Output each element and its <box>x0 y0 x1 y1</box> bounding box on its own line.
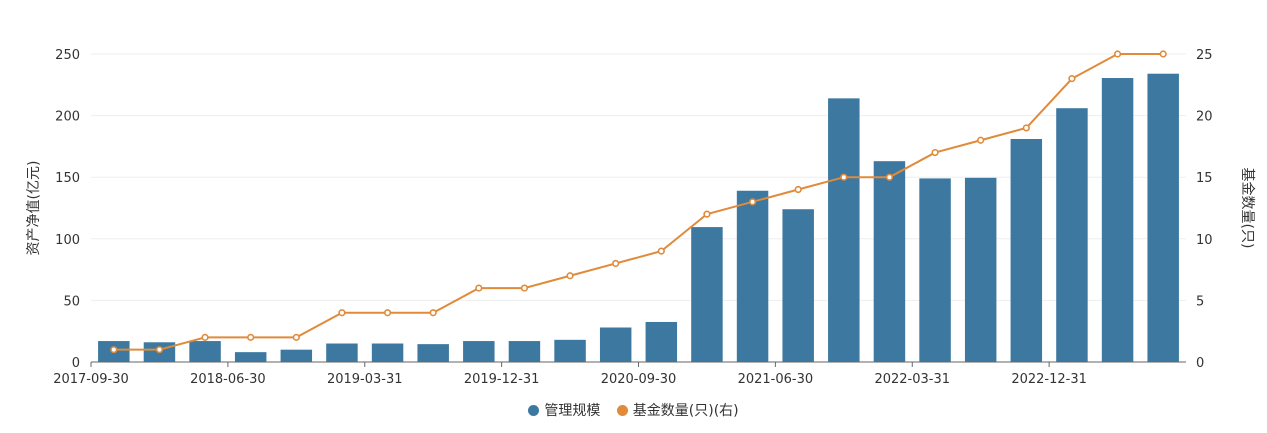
line-point <box>155 346 164 354</box>
line-point <box>748 198 757 206</box>
bar <box>645 321 678 362</box>
bar <box>189 341 221 362</box>
line-point <box>292 333 300 341</box>
bar <box>326 343 358 362</box>
y2-tick-label: 0 <box>1196 356 1204 371</box>
y2-tick-label: 5 <box>1196 294 1204 309</box>
line-point <box>703 210 711 218</box>
bar <box>691 227 723 362</box>
x-tick-label: 2022-12-31 <box>1011 372 1087 387</box>
y-tick-label: 200 <box>55 110 80 125</box>
line-point <box>1113 50 1122 58</box>
line-point <box>247 333 255 341</box>
x-tick-label: 2020-09-30 <box>601 372 677 387</box>
legend-label-bar: 管理规模 <box>544 403 601 419</box>
line-point <box>794 185 802 194</box>
bar <box>371 343 404 362</box>
line-point <box>1068 75 1076 83</box>
series-line <box>113 53 1164 351</box>
bar <box>828 98 860 363</box>
bar <box>599 327 632 362</box>
line-point <box>612 259 620 268</box>
line-point <box>657 247 665 255</box>
line-point <box>201 333 209 341</box>
axis-layer: 0 50 100 150 200 250 0 5 10 15 20 25 2017-09-30 2018-… <box>53 48 1212 387</box>
y-tick-label: 100 <box>55 233 80 248</box>
bar <box>1010 139 1043 362</box>
legend-item-bar[interactable]: 管理规模 <box>528 400 600 420</box>
y2-tick-label: 10 <box>1196 233 1213 248</box>
legend-swatch-bar <box>528 404 540 416</box>
line-point <box>977 136 985 144</box>
bar <box>463 341 495 362</box>
y-tick-label: 150 <box>55 171 80 186</box>
bar <box>1101 78 1134 363</box>
line-layer <box>110 50 1167 354</box>
line-point <box>1022 124 1030 132</box>
bar <box>234 352 267 362</box>
legend-item-line[interactable]: 基金数量(只)(右) <box>616 400 739 420</box>
bar <box>736 190 769 362</box>
y-axis-title: 资产净值(亿元) <box>26 161 42 256</box>
y-tick-label: 250 <box>55 48 80 63</box>
line-point <box>885 173 894 181</box>
line-point <box>931 148 939 157</box>
line-point <box>475 284 483 292</box>
y2-tick-label: 15 <box>1196 171 1213 186</box>
line-point <box>520 284 529 292</box>
line-point <box>429 309 437 317</box>
bar <box>280 349 313 362</box>
legend-swatch-line <box>616 404 628 416</box>
y2-axis-title: 基金数量(只) <box>1239 168 1256 249</box>
line-point <box>110 346 118 354</box>
line-point <box>840 173 848 181</box>
bar <box>1056 108 1088 362</box>
legend: 管理规模 基金数量(只)(右) <box>0 400 1267 420</box>
legend-label-line: 基金数量(只)(右) <box>632 403 739 419</box>
line-point <box>1159 50 1167 58</box>
bar <box>919 178 951 362</box>
bar <box>1147 73 1179 362</box>
bar <box>417 344 449 362</box>
y-tick-label: 0 <box>72 356 80 371</box>
bar <box>554 339 586 362</box>
x-tick-label: 2021-06-30 <box>738 372 814 387</box>
x-tick-label: 2017-09-30 <box>53 372 129 387</box>
line-point <box>383 309 392 317</box>
chart-svg: 0 50 100 150 200 250 0 5 10 15 20 25 2017-09-30 2018-… <box>26 48 1256 387</box>
x-tick-label: 2019-12-31 <box>464 372 540 387</box>
bar <box>782 209 814 362</box>
bar-layer <box>98 73 1179 363</box>
line-point <box>566 272 574 280</box>
bar <box>964 177 997 362</box>
x-tick-label: 2022-03-31 <box>874 372 950 387</box>
x-tick-label: 2019-03-31 <box>327 372 403 387</box>
x-tick-label: 2018-06-30 <box>190 372 266 387</box>
y2-tick-label: 20 <box>1196 110 1213 125</box>
grid-layer <box>91 53 1186 301</box>
bar <box>873 161 906 362</box>
y-tick-label: 50 <box>63 294 80 309</box>
bar <box>508 341 541 362</box>
y2-tick-label: 25 <box>1196 48 1213 63</box>
line-point <box>338 309 346 317</box>
